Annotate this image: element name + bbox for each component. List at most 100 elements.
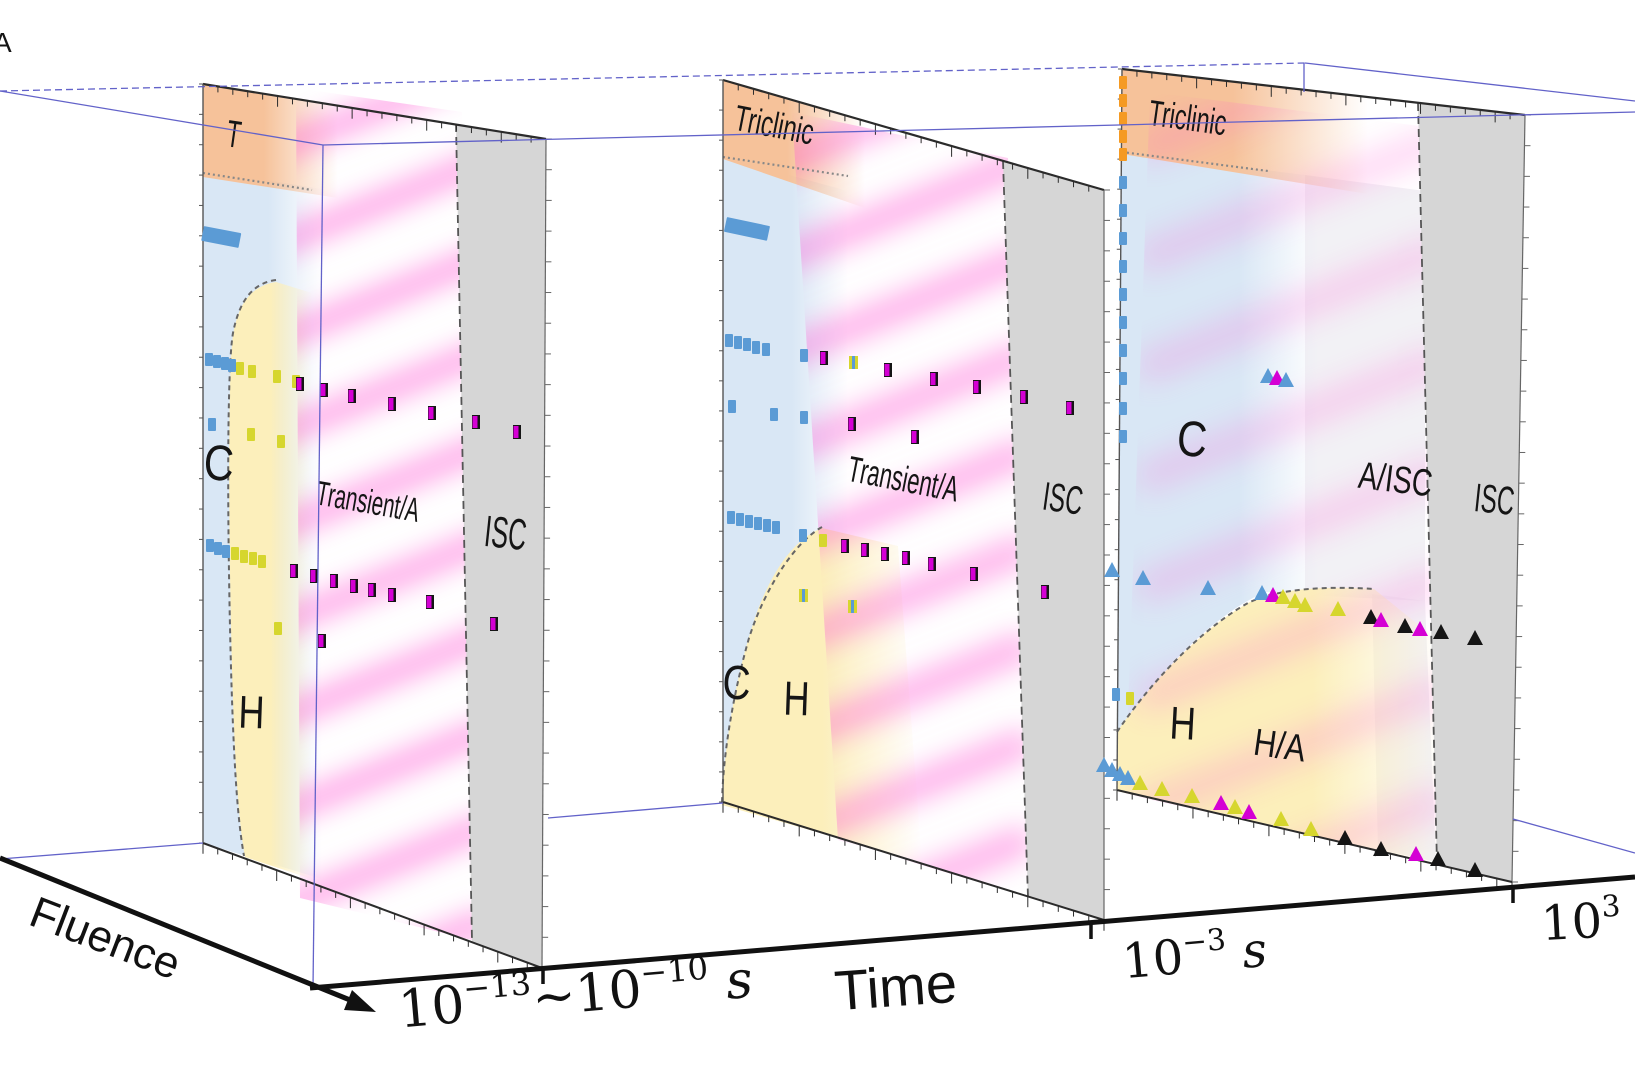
marker-square-yellow	[258, 555, 266, 568]
time-tick-label-0: 10−13~10−10 s	[396, 945, 756, 1041]
marker-magenta-black	[1066, 401, 1074, 415]
marker-square-blue	[1119, 316, 1127, 329]
marker-triangle-yellow	[1330, 601, 1346, 616]
phase-boundary	[721, 526, 823, 805]
stripe	[792, 146, 1032, 280]
panel-edge	[1121, 67, 1526, 117]
marker-square-blue	[724, 217, 770, 241]
marker-square-blue	[772, 521, 780, 534]
marker-magenta-black	[881, 547, 889, 561]
marker-magenta-black	[348, 389, 356, 403]
marker-square-blue	[752, 341, 760, 354]
marker-magenta-black	[428, 406, 436, 420]
stripe	[296, 621, 476, 743]
panel-edge	[722, 801, 1105, 921]
marker-square-blue	[800, 411, 808, 424]
marker-square-blue	[1119, 372, 1127, 385]
marker-triangle-magenta	[1265, 587, 1281, 602]
marker-square-yellow	[236, 362, 244, 375]
marker-square-blue	[1119, 288, 1127, 301]
box-edge	[1304, 62, 1635, 102]
marker-triangle-magenta	[1213, 795, 1229, 810]
marker-magenta-black	[310, 569, 318, 583]
marker-square-blue	[743, 338, 751, 351]
marker-square-blue	[1112, 688, 1120, 701]
marker-magenta-black	[350, 579, 358, 593]
time-tick-label-1: 10−3 s	[1120, 919, 1269, 991]
marker-square-blue	[754, 517, 762, 530]
marker-triangle-blue	[1104, 762, 1120, 777]
stripe	[1134, 92, 1438, 164]
marker-magenta-black	[318, 634, 326, 648]
marker-square-yellow	[231, 547, 239, 560]
marker-triangle-yellow	[1287, 593, 1303, 608]
stripe	[1134, 564, 1438, 714]
stripe	[1134, 454, 1438, 604]
marker-triangle-blue	[1120, 770, 1136, 785]
marker-square-blue	[214, 542, 222, 555]
region-label-isc: ISC	[482, 507, 529, 560]
stripe	[296, 336, 476, 458]
marker-magenta-black	[841, 539, 849, 553]
marker-square-blue	[221, 357, 229, 370]
marker-square-blue	[800, 349, 808, 362]
marker-square-yellow	[819, 534, 827, 547]
marker-triangle-yellow	[1273, 811, 1289, 826]
marker-square-blue	[734, 336, 742, 349]
marker-square-blue	[736, 513, 744, 526]
phase-boundary	[1417, 102, 1438, 865]
marker-square-blue	[728, 400, 736, 413]
region-label-h: H	[783, 673, 811, 727]
marker-magenta-black	[861, 543, 869, 557]
marker-triangle-magenta	[1408, 846, 1424, 861]
region-triclinic-orange	[1122, 69, 1368, 194]
marker-square-blue	[213, 355, 221, 368]
phase-boundary	[455, 123, 473, 942]
marker-square-orange	[1119, 130, 1127, 143]
marker-triangle-magenta	[1373, 612, 1389, 627]
marker-square-blue	[1119, 204, 1127, 217]
marker-square-blue	[762, 343, 770, 356]
marker-triangle-black	[1467, 862, 1483, 877]
marker-square-blue	[725, 334, 733, 347]
panel-edge	[202, 82, 547, 141]
stripes	[1134, 92, 1438, 864]
marker-magenta-black	[1041, 585, 1049, 599]
marker-yellow-blue	[799, 589, 808, 602]
marker-magenta-black	[902, 551, 910, 565]
marker-triangle-yellow	[1303, 821, 1319, 836]
marker-magenta-black	[290, 564, 298, 578]
region-label-c: C	[722, 657, 752, 711]
marker-square-blue	[201, 226, 242, 248]
region-triclinic-orange	[203, 84, 338, 198]
marker-magenta-black	[388, 397, 396, 411]
marker-triangle-yellow	[1154, 781, 1170, 796]
marker-square-blue	[222, 545, 230, 558]
stripe	[296, 811, 476, 933]
box-edge	[0, 62, 1306, 92]
marker-square-yellow	[273, 370, 281, 383]
marker-square-blue	[727, 511, 735, 524]
marker-square-blue	[1119, 260, 1127, 273]
marker-square-orange	[1119, 112, 1127, 125]
phase-boundary	[722, 155, 849, 178]
figure-corner-label: A	[0, 27, 12, 58]
marker-square-yellow	[274, 622, 282, 635]
box-edge	[322, 111, 1635, 146]
marker-magenta-black	[490, 617, 498, 631]
marker-triangle-blue	[1096, 757, 1112, 772]
marker-triangle-yellow	[1184, 788, 1200, 803]
marker-square-yellow	[277, 435, 285, 448]
marker-magenta-black	[330, 574, 338, 588]
marker-square-yellow	[247, 428, 255, 441]
marker-square-blue	[745, 515, 753, 528]
marker-triangle-blue	[1254, 585, 1270, 600]
region-label-t: T	[224, 113, 244, 157]
box-edge	[0, 90, 324, 146]
marker-square-blue	[1119, 176, 1127, 189]
region-label-h: H	[1168, 696, 1197, 749]
marker-triangle-magenta	[1412, 621, 1428, 636]
